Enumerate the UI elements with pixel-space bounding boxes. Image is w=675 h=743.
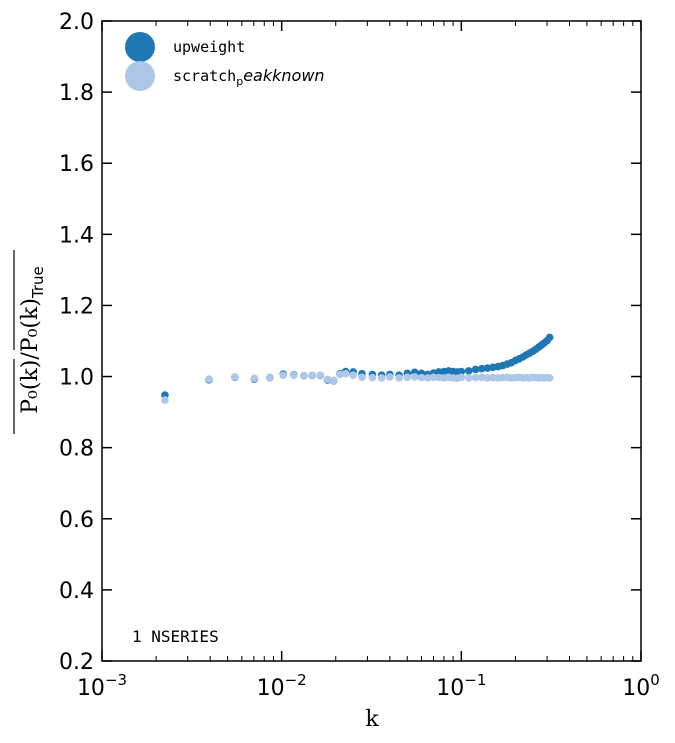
data-point	[410, 373, 419, 381]
data-point	[395, 374, 403, 382]
y-tick-label: 2.0	[59, 10, 94, 35]
data-point	[429, 373, 438, 382]
data-point	[377, 374, 386, 382]
legend-label: upweight	[173, 38, 245, 56]
x-tick-exp: −3	[105, 671, 127, 689]
legend-subscript: p	[236, 75, 243, 88]
x-tick-exp: −1	[464, 671, 486, 689]
legend: upweight scratchpeakknown	[125, 32, 325, 91]
annotation: 1 NSERIES	[132, 627, 219, 646]
y-label-sub: True	[29, 266, 47, 299]
y-tick-label: 1.8	[59, 81, 94, 106]
data-point	[478, 373, 486, 382]
data-point	[308, 371, 317, 379]
data-point	[231, 373, 239, 381]
y-label-slash: /	[18, 352, 43, 360]
data-point	[457, 367, 466, 376]
data-point	[478, 364, 486, 373]
x-tick-label: 10−1	[436, 671, 486, 701]
data-point	[545, 374, 554, 382]
data-point	[423, 374, 432, 382]
y-tick-label: 1.2	[59, 294, 94, 319]
legend-label: scratchpeakknown	[173, 66, 325, 88]
x-axis-label: k	[365, 707, 379, 732]
data-point	[403, 373, 412, 382]
points	[161, 333, 554, 404]
data-point	[341, 369, 350, 378]
data-point	[471, 373, 480, 382]
y-label-group: P₀(k)/P₀(k)True	[13, 250, 47, 434]
data-point	[329, 376, 338, 385]
x-tick-exp: 0	[650, 671, 660, 689]
data-point	[464, 374, 473, 382]
y-tick-label: 1.4	[59, 223, 94, 248]
y-tick-label: 0.4	[59, 579, 94, 604]
x-tick-base: 10	[77, 676, 105, 701]
x-tick-base: 10	[257, 676, 285, 701]
y-tick-label: 0.8	[59, 437, 94, 462]
x-tick-base: 10	[622, 676, 650, 701]
data-point	[417, 373, 426, 382]
legend-name: scratch	[173, 67, 236, 85]
y-tick-label: 1.0	[59, 366, 94, 391]
legend-marker	[125, 61, 155, 91]
y-label-den: P₀(k)	[18, 298, 43, 352]
ticks: 0.20.40.60.81.01.21.41.61.82.010−3 10−2 10…	[59, 10, 660, 701]
legend-name: upweight	[173, 38, 245, 56]
y-tick-label: 1.6	[59, 152, 94, 177]
x-tick-label: 10−3	[77, 671, 127, 701]
data-point	[349, 371, 357, 379]
data-point	[358, 373, 366, 382]
legend-marker	[125, 32, 155, 62]
data-point	[300, 372, 308, 380]
data-point	[290, 371, 298, 379]
y-tick-label: 0.2	[59, 650, 94, 675]
y-axis-label: P₀(k)/P₀(k)True	[13, 250, 47, 434]
x-tick-label: 100	[622, 671, 660, 701]
data-point	[368, 373, 377, 382]
series-2	[161, 369, 554, 404]
data-point	[471, 365, 480, 374]
data-point	[250, 374, 259, 383]
data-point	[386, 373, 394, 381]
data-point	[205, 375, 213, 383]
data-point	[464, 367, 473, 375]
data-point	[457, 373, 466, 382]
y-label-text: P₀(k)/P₀(k)True	[18, 266, 47, 414]
data-point	[323, 375, 332, 384]
data-point	[316, 371, 325, 379]
y-label-num: P₀(k)	[18, 360, 43, 414]
data-point	[545, 333, 554, 342]
data-point	[279, 371, 288, 379]
data-point	[336, 370, 344, 379]
data-point	[483, 374, 492, 382]
data-point	[161, 396, 169, 404]
x-tick-exp: −2	[285, 671, 307, 689]
data-point	[266, 373, 274, 382]
plot-area	[101, 20, 642, 662]
x-tick-label: 10−2	[257, 671, 307, 701]
x-tick-base: 10	[436, 676, 464, 701]
legend-italic: eakknown	[243, 66, 324, 85]
y-tick-label: 0.6	[59, 508, 94, 533]
